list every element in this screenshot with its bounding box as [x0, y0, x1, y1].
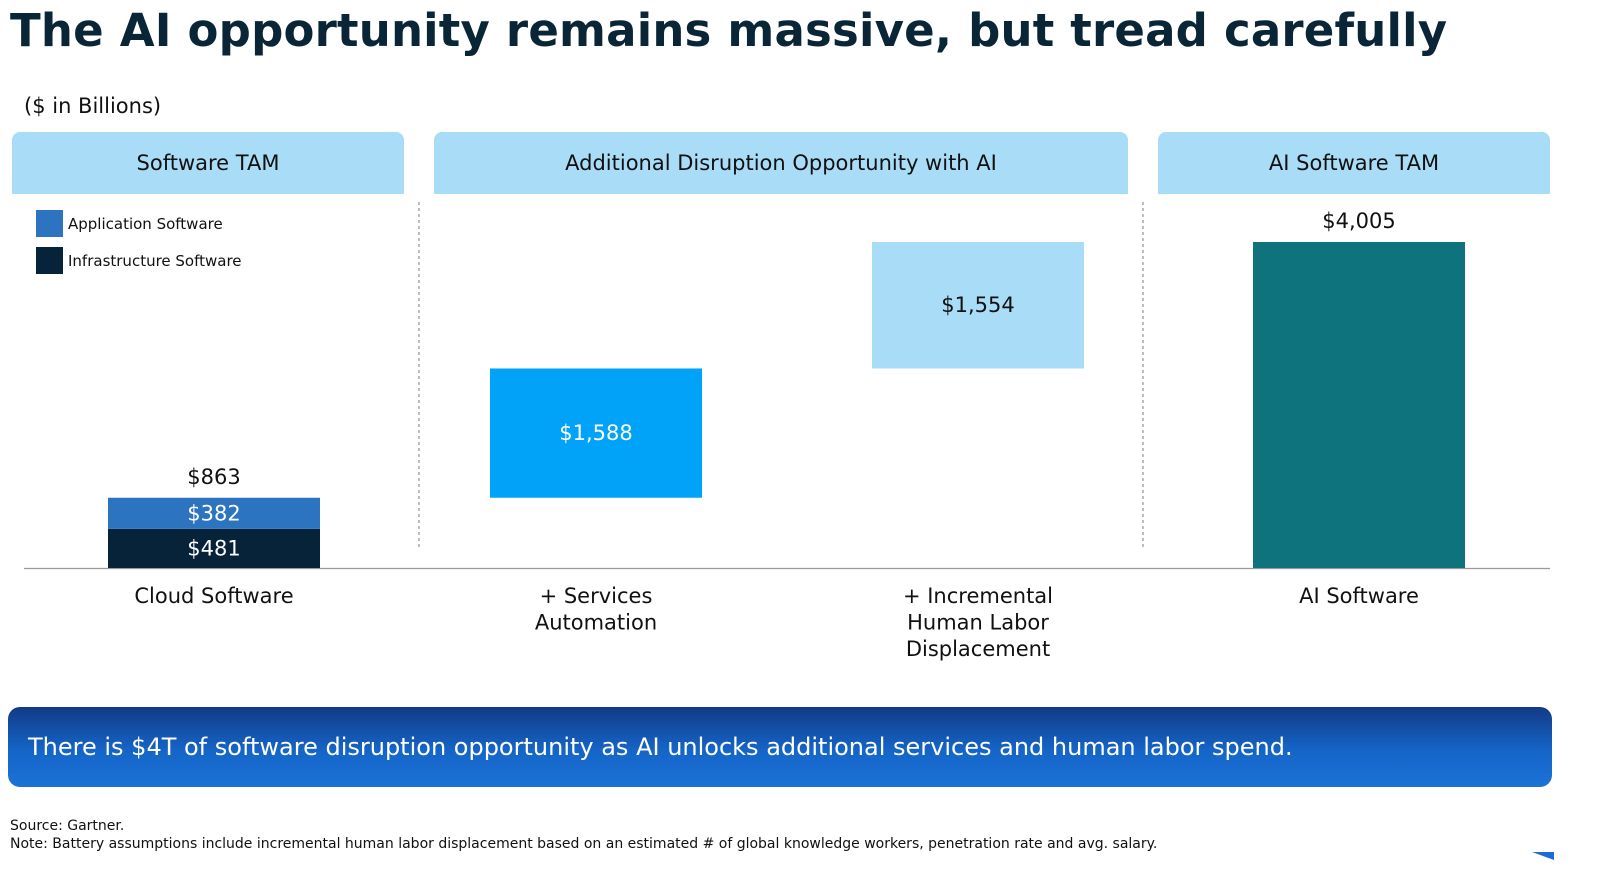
legend-swatch-application	[36, 210, 63, 237]
source-footnote: Source: Gartner.	[10, 818, 125, 834]
legend-item-application-software: Application Software	[36, 210, 223, 237]
corner-accent	[1532, 852, 1554, 860]
bar-total-label: $4,005	[1322, 209, 1395, 233]
bar-segment	[108, 528, 320, 568]
callout-text: There is $4T of software disruption oppo…	[28, 733, 1293, 761]
bar-value-label: $1,588	[559, 421, 632, 445]
bar-total-label: $863	[187, 465, 240, 489]
bar-segment	[1253, 242, 1465, 568]
page-title: The AI opportunity remains massive, but …	[10, 4, 1448, 57]
legend-item-infrastructure-software: Infrastructure Software	[36, 247, 242, 274]
section-header-ai-software-tam: AI Software TAM	[1158, 132, 1550, 194]
bar-value-label: $481	[187, 536, 240, 560]
callout-banner: There is $4T of software disruption oppo…	[8, 707, 1552, 787]
bar-segment	[108, 497, 320, 529]
note-footnote: Note: Battery assumptions include increm…	[10, 836, 1158, 852]
category-label: Cloud Software	[134, 584, 293, 608]
bar-value-label: $1,554	[941, 293, 1014, 317]
category-label: AI Software	[1299, 584, 1419, 608]
units-note: ($ in Billions)	[24, 94, 162, 118]
category-label: + Incremental Human Labor Displacement	[903, 584, 1053, 661]
waterfall-chart: $481 $382 $863 Cloud Software $1,588 + Servic…	[24, 202, 1550, 661]
section-header-software-tam: Software TAM	[12, 132, 404, 194]
category-label: + Services Automation	[535, 584, 657, 635]
bar-segment	[490, 368, 702, 498]
legend-swatch-infrastructure	[36, 247, 63, 274]
legend-label-infrastructure: Infrastructure Software	[68, 251, 242, 270]
legend-label-application: Application Software	[68, 214, 223, 233]
bar-value-label: $382	[187, 501, 240, 525]
section-header-disruption-opportunity: Additional Disruption Opportunity with A…	[434, 132, 1128, 194]
bar-segment	[872, 242, 1084, 369]
